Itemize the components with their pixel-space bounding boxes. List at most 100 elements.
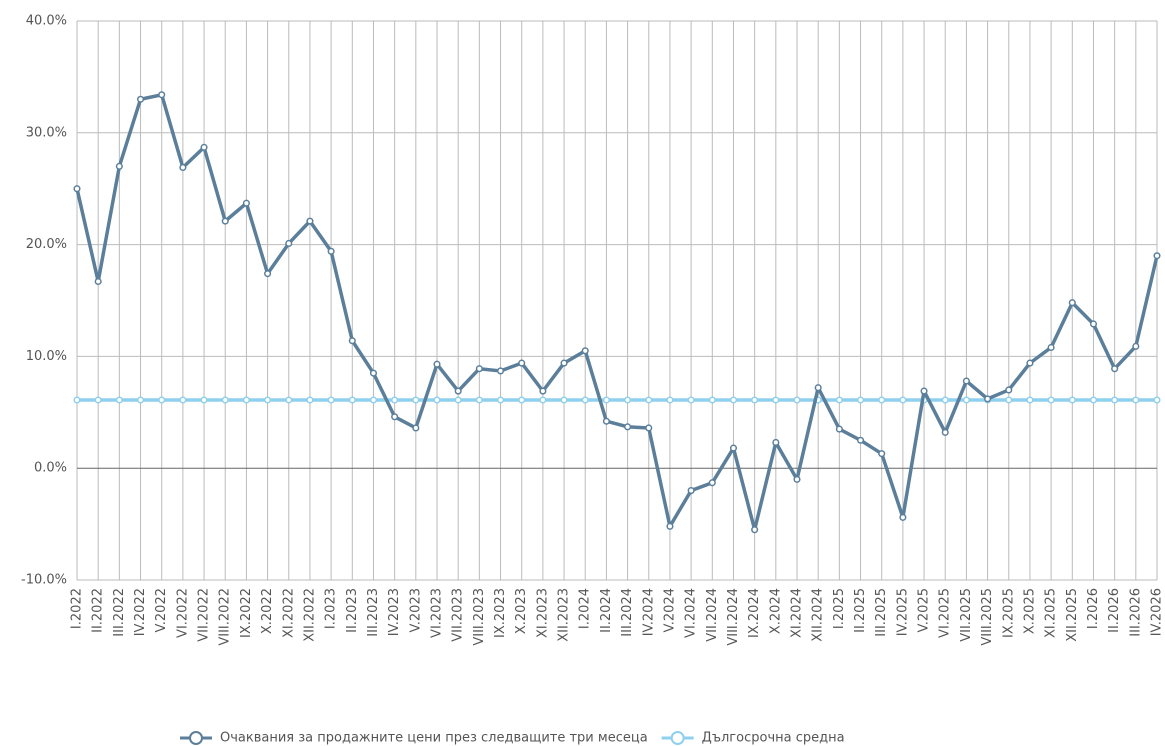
x-tick-label: VI.2023 [430, 588, 445, 638]
point [200, 396, 208, 404]
point [158, 396, 166, 404]
x-tick-label: II.2024 [599, 588, 614, 633]
point [433, 360, 441, 368]
x-tick-label: X.2024 [768, 588, 783, 634]
legend-label: Дългосрочна средна [702, 731, 845, 746]
point [306, 217, 314, 225]
point [602, 396, 610, 404]
point [1111, 396, 1119, 404]
point [369, 369, 378, 377]
point [200, 143, 208, 151]
x-tick-label: V.2023 [408, 588, 423, 632]
x-tick-label: VI.2024 [684, 588, 699, 638]
point [412, 396, 420, 404]
x-tick-label: III.2025 [874, 588, 889, 637]
point [454, 387, 462, 395]
point [412, 424, 420, 432]
x-tick-label: IV.2026 [1150, 588, 1165, 636]
point [751, 526, 759, 534]
x-tick-label: II.2026 [1107, 588, 1122, 633]
x-tick-label: III.2024 [620, 588, 635, 637]
x-tick-label: V.2024 [662, 588, 677, 632]
point [348, 396, 356, 404]
x-tick-label: IV.2022 [133, 588, 148, 636]
x-tick-label: XI.2022 [281, 588, 296, 638]
point [729, 396, 738, 404]
point [941, 428, 949, 436]
point [327, 247, 335, 255]
point [242, 199, 250, 207]
point [645, 424, 653, 432]
point [1005, 386, 1013, 394]
x-tick-label: VI.2025 [938, 588, 953, 638]
point [878, 396, 886, 404]
x-tick-label: II.2023 [345, 588, 360, 633]
point [475, 396, 483, 404]
point [1089, 320, 1098, 328]
x-tick-label: III.2023 [366, 588, 381, 637]
point [1068, 396, 1076, 404]
x-tick-label: V.2022 [154, 588, 169, 632]
point [1153, 396, 1161, 404]
x-tick-label: VI.2022 [175, 588, 190, 638]
point [1153, 252, 1161, 260]
point [878, 450, 886, 458]
x-tick-label: VIII.2022 [218, 588, 233, 646]
point [1047, 343, 1055, 352]
point [306, 396, 314, 404]
x-tick-label: I.2026 [1086, 588, 1101, 629]
point [73, 185, 81, 193]
legend-symbol-marker [189, 731, 203, 745]
point [115, 396, 123, 404]
point [518, 359, 526, 367]
x-tick-label: VIII.2024 [726, 588, 741, 646]
point [751, 396, 759, 404]
x-tick-label: VII.2023 [451, 588, 466, 642]
x-tick-label: VIII.2025 [980, 588, 995, 646]
point [835, 396, 843, 404]
point [560, 359, 568, 367]
point [1026, 359, 1034, 367]
y-tick-label: -10.0% [21, 573, 67, 588]
point [94, 396, 102, 404]
point [624, 396, 632, 404]
x-tick-label: X.2022 [260, 588, 275, 634]
x-tick-label: XI.2025 [1044, 588, 1059, 638]
point [454, 396, 462, 404]
x-tick-label: I.2025 [832, 588, 847, 629]
point [856, 396, 865, 404]
x-tick-label: XII.2022 [302, 588, 317, 642]
point [899, 396, 907, 404]
y-tick-label: 30.0% [26, 125, 67, 140]
legend-symbol-marker [670, 731, 685, 745]
x-tick-label: I.2023 [324, 588, 339, 629]
point [433, 396, 441, 404]
point [1047, 396, 1055, 404]
x-tick-label: IV.2025 [895, 588, 910, 636]
legend-label: Очаквания за продажните цени през следва… [220, 731, 648, 746]
point [1005, 396, 1013, 404]
point [1132, 342, 1140, 350]
x-tick-label: VII.2025 [959, 588, 974, 642]
point [560, 396, 568, 404]
point [242, 396, 250, 404]
x-tick-label: XII.2023 [557, 588, 572, 642]
x-tick-label: VII.2024 [705, 588, 720, 642]
point [221, 217, 229, 225]
point [708, 479, 716, 487]
x-tick-label: II.2022 [91, 588, 106, 633]
point [920, 387, 928, 395]
x-tick-label: IV.2024 [641, 588, 656, 636]
x-tick-label: III.2026 [1128, 588, 1143, 637]
point [285, 396, 293, 404]
x-tick-label: X.2025 [1022, 588, 1037, 634]
x-tick-label: IX.2022 [239, 588, 254, 638]
x-tick-label: XII.2025 [1065, 588, 1080, 642]
point [369, 396, 378, 404]
point [391, 396, 399, 404]
point [645, 396, 653, 404]
x-tick-label: XI.2024 [790, 588, 805, 638]
point [73, 396, 81, 404]
x-tick-label: X.2023 [514, 588, 529, 634]
